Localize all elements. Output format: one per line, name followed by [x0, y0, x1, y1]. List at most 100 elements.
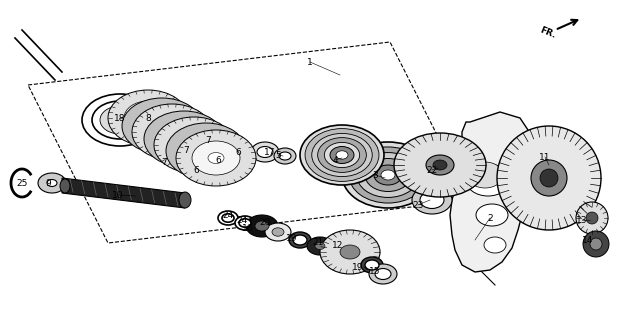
- Ellipse shape: [82, 94, 158, 146]
- Ellipse shape: [176, 130, 256, 186]
- Ellipse shape: [279, 152, 291, 160]
- Polygon shape: [62, 178, 185, 208]
- Ellipse shape: [576, 202, 608, 234]
- Text: 1: 1: [307, 58, 313, 67]
- Ellipse shape: [170, 128, 218, 162]
- Text: 23: 23: [412, 201, 424, 210]
- Ellipse shape: [340, 245, 360, 259]
- Ellipse shape: [466, 164, 510, 196]
- Ellipse shape: [394, 133, 486, 197]
- Ellipse shape: [160, 122, 208, 156]
- Text: 2: 2: [487, 213, 493, 222]
- Ellipse shape: [144, 111, 224, 167]
- Ellipse shape: [540, 169, 558, 187]
- Ellipse shape: [138, 109, 186, 143]
- Ellipse shape: [412, 186, 452, 214]
- Ellipse shape: [365, 260, 379, 270]
- Ellipse shape: [92, 101, 148, 139]
- Text: 14: 14: [582, 236, 594, 244]
- Text: 16: 16: [242, 223, 254, 233]
- Ellipse shape: [239, 219, 251, 227]
- Ellipse shape: [311, 133, 372, 177]
- Ellipse shape: [208, 153, 224, 164]
- Ellipse shape: [108, 90, 188, 146]
- Ellipse shape: [320, 230, 380, 274]
- Ellipse shape: [272, 228, 284, 236]
- Ellipse shape: [375, 268, 391, 279]
- Ellipse shape: [246, 215, 278, 237]
- Ellipse shape: [318, 138, 366, 172]
- Text: 21: 21: [312, 237, 324, 246]
- Text: 25: 25: [16, 179, 28, 188]
- Ellipse shape: [476, 204, 508, 226]
- Text: 5: 5: [275, 150, 281, 159]
- Ellipse shape: [166, 123, 246, 179]
- Ellipse shape: [365, 158, 411, 191]
- Text: 10: 10: [112, 190, 124, 199]
- Ellipse shape: [324, 142, 360, 168]
- Ellipse shape: [198, 146, 214, 156]
- Text: 11: 11: [540, 153, 551, 162]
- Ellipse shape: [251, 142, 279, 162]
- Ellipse shape: [369, 264, 397, 284]
- Ellipse shape: [586, 212, 598, 224]
- Ellipse shape: [342, 142, 434, 208]
- Ellipse shape: [176, 133, 192, 145]
- Ellipse shape: [289, 232, 311, 248]
- Ellipse shape: [361, 257, 383, 273]
- Text: 6: 6: [193, 165, 199, 174]
- Text: 19: 19: [352, 263, 364, 273]
- Text: 17: 17: [265, 148, 276, 156]
- Ellipse shape: [140, 113, 156, 124]
- Text: 24: 24: [236, 215, 248, 225]
- Ellipse shape: [467, 162, 503, 188]
- Ellipse shape: [590, 238, 602, 250]
- Text: 22: 22: [426, 165, 438, 174]
- Ellipse shape: [60, 179, 70, 193]
- Ellipse shape: [47, 180, 57, 187]
- Text: 3: 3: [372, 171, 378, 180]
- Ellipse shape: [374, 165, 402, 185]
- Polygon shape: [450, 112, 535, 272]
- Ellipse shape: [124, 101, 172, 135]
- Text: 18: 18: [114, 114, 125, 123]
- Ellipse shape: [164, 126, 180, 138]
- Text: 6: 6: [215, 156, 221, 164]
- Text: 8: 8: [145, 114, 151, 123]
- Ellipse shape: [300, 125, 384, 185]
- Text: 19: 19: [286, 234, 298, 243]
- Text: 20: 20: [260, 218, 271, 227]
- Ellipse shape: [330, 147, 354, 164]
- Ellipse shape: [381, 170, 395, 180]
- Text: 9: 9: [45, 179, 51, 188]
- Ellipse shape: [222, 214, 234, 222]
- Text: 12: 12: [332, 241, 344, 250]
- Ellipse shape: [349, 147, 427, 203]
- Ellipse shape: [357, 153, 419, 197]
- Ellipse shape: [38, 173, 66, 193]
- Ellipse shape: [235, 216, 255, 230]
- Ellipse shape: [531, 160, 567, 196]
- Ellipse shape: [426, 155, 454, 175]
- Ellipse shape: [122, 98, 202, 154]
- Text: 6: 6: [235, 148, 241, 156]
- Text: 7: 7: [205, 135, 211, 145]
- Ellipse shape: [148, 115, 196, 149]
- Text: 13: 13: [576, 215, 588, 225]
- Text: FR.: FR.: [539, 26, 557, 40]
- Ellipse shape: [336, 151, 348, 159]
- Ellipse shape: [305, 129, 379, 181]
- Text: 15: 15: [369, 268, 381, 276]
- Ellipse shape: [420, 191, 444, 209]
- Text: 7: 7: [161, 157, 167, 166]
- Ellipse shape: [433, 160, 447, 170]
- Ellipse shape: [100, 106, 140, 134]
- Ellipse shape: [255, 221, 269, 231]
- Text: 24: 24: [222, 211, 234, 220]
- Ellipse shape: [484, 237, 506, 253]
- Ellipse shape: [274, 148, 296, 164]
- Ellipse shape: [186, 140, 202, 150]
- Ellipse shape: [307, 237, 333, 255]
- Ellipse shape: [192, 141, 240, 175]
- Ellipse shape: [497, 126, 601, 230]
